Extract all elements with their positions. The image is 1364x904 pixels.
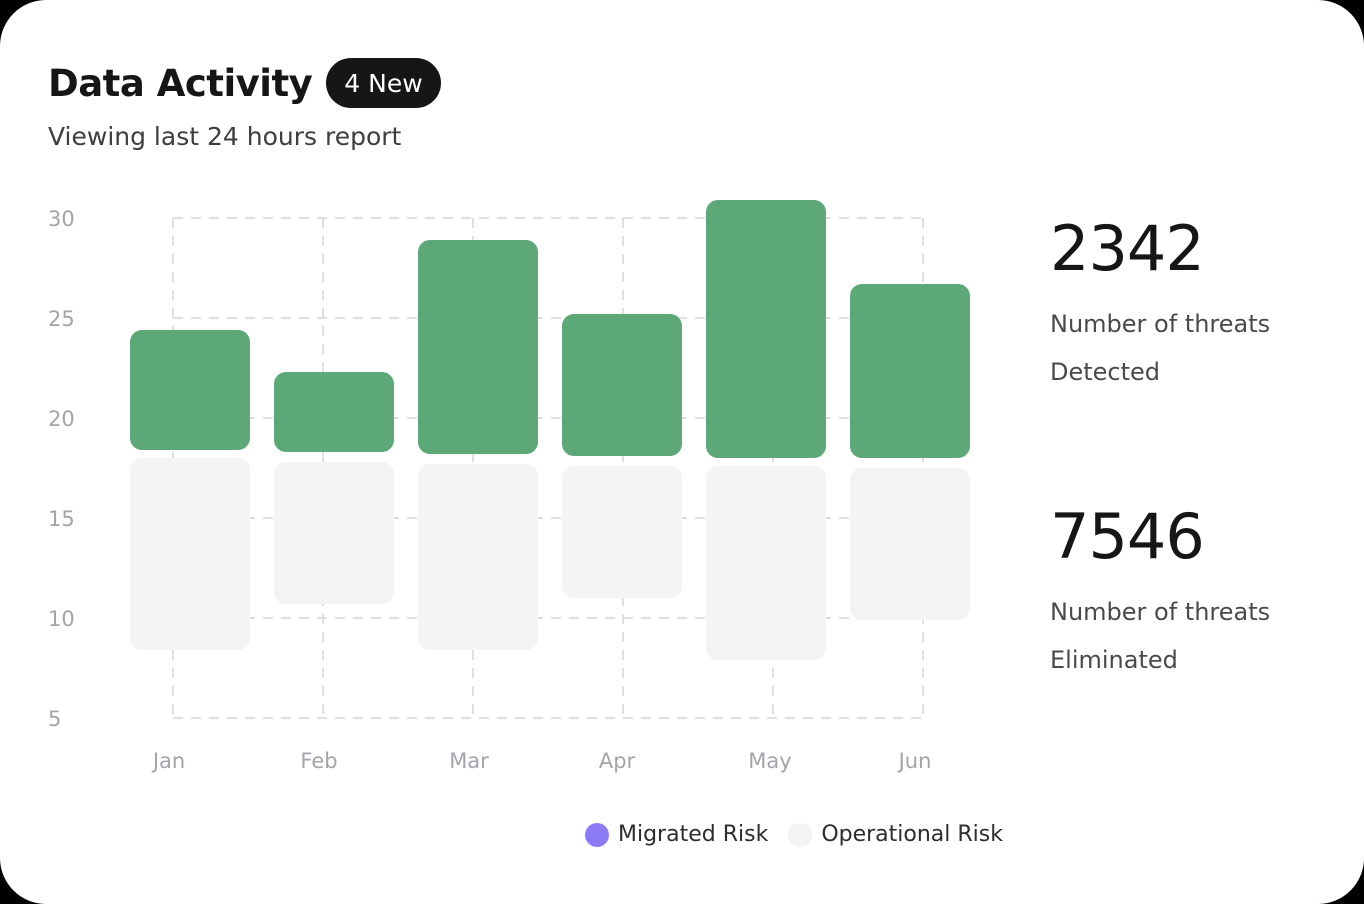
y-tick-label: 5 (48, 707, 61, 731)
new-count-badge[interactable]: 4 New (326, 58, 441, 108)
bar-migrated-risk-jun (850, 284, 970, 458)
bar-operational-risk-feb (274, 462, 394, 604)
y-tick-label: 10 (48, 607, 75, 631)
x-tick-label: Feb (300, 749, 337, 773)
bar-operational-risk-apr (562, 466, 682, 598)
bar-operational-risk-mar (418, 464, 538, 650)
bar-migrated-risk-may (706, 200, 826, 458)
legend-label-operational-risk: Operational Risk (821, 822, 1003, 847)
y-tick-label: 25 (48, 307, 75, 331)
threats-eliminated-label-line2: Eliminated (1050, 646, 1178, 674)
chart-legend: Migrated Risk Operational Risk (585, 822, 1023, 847)
threats-detected-value: 2342 (1050, 212, 1205, 285)
x-tick-label: Jun (897, 749, 932, 773)
legend-item-operational-risk[interactable]: Operational Risk (788, 822, 1003, 847)
threats-eliminated-value: 7546 (1050, 500, 1205, 573)
threats-eliminated-label: Number of threats Eliminated (1050, 588, 1310, 684)
legend-swatch-migrated-risk (585, 822, 609, 847)
y-tick-label: 30 (48, 207, 75, 231)
legend-swatch-operational-risk (788, 822, 813, 847)
x-tick-label: Mar (449, 749, 489, 773)
bar-migrated-risk-feb (274, 372, 394, 452)
x-tick-label: Apr (599, 749, 636, 773)
card-subtitle: Viewing last 24 hours report (48, 122, 402, 151)
bar-migrated-risk-apr (562, 314, 682, 456)
bar-operational-risk-may (706, 466, 826, 660)
threats-eliminated-stat: 7546 Number of threats Eliminated (1050, 506, 1310, 684)
legend-label-migrated-risk: Migrated Risk (618, 822, 769, 847)
legend-item-migrated-risk[interactable]: Migrated Risk (585, 822, 768, 847)
card-header: Data Activity 4 New (48, 58, 441, 108)
threats-eliminated-label-line1: Number of threats (1050, 598, 1271, 626)
bar-operational-risk-jan (130, 458, 250, 650)
x-tick-label: Jan (151, 749, 185, 773)
threats-detected-stat: 2342 Number of threats Detected (1050, 218, 1310, 396)
card-title: Data Activity (48, 61, 313, 105)
bar-migrated-risk-jan (130, 330, 250, 450)
y-tick-label: 15 (48, 507, 75, 531)
y-tick-label: 20 (48, 407, 75, 431)
bar-chart: 30 25 20 15 10 5 Jan Feb Mar Apr May Jun (48, 200, 970, 773)
bar-migrated-risk-mar (418, 240, 538, 454)
bar-operational-risk-jun (850, 468, 970, 620)
x-tick-label: May (748, 749, 791, 773)
threats-detected-label: Number of threats Detected (1050, 300, 1310, 396)
threats-detected-label-line1: Number of threats (1050, 310, 1271, 338)
threats-detected-label-line2: Detected (1050, 358, 1161, 386)
